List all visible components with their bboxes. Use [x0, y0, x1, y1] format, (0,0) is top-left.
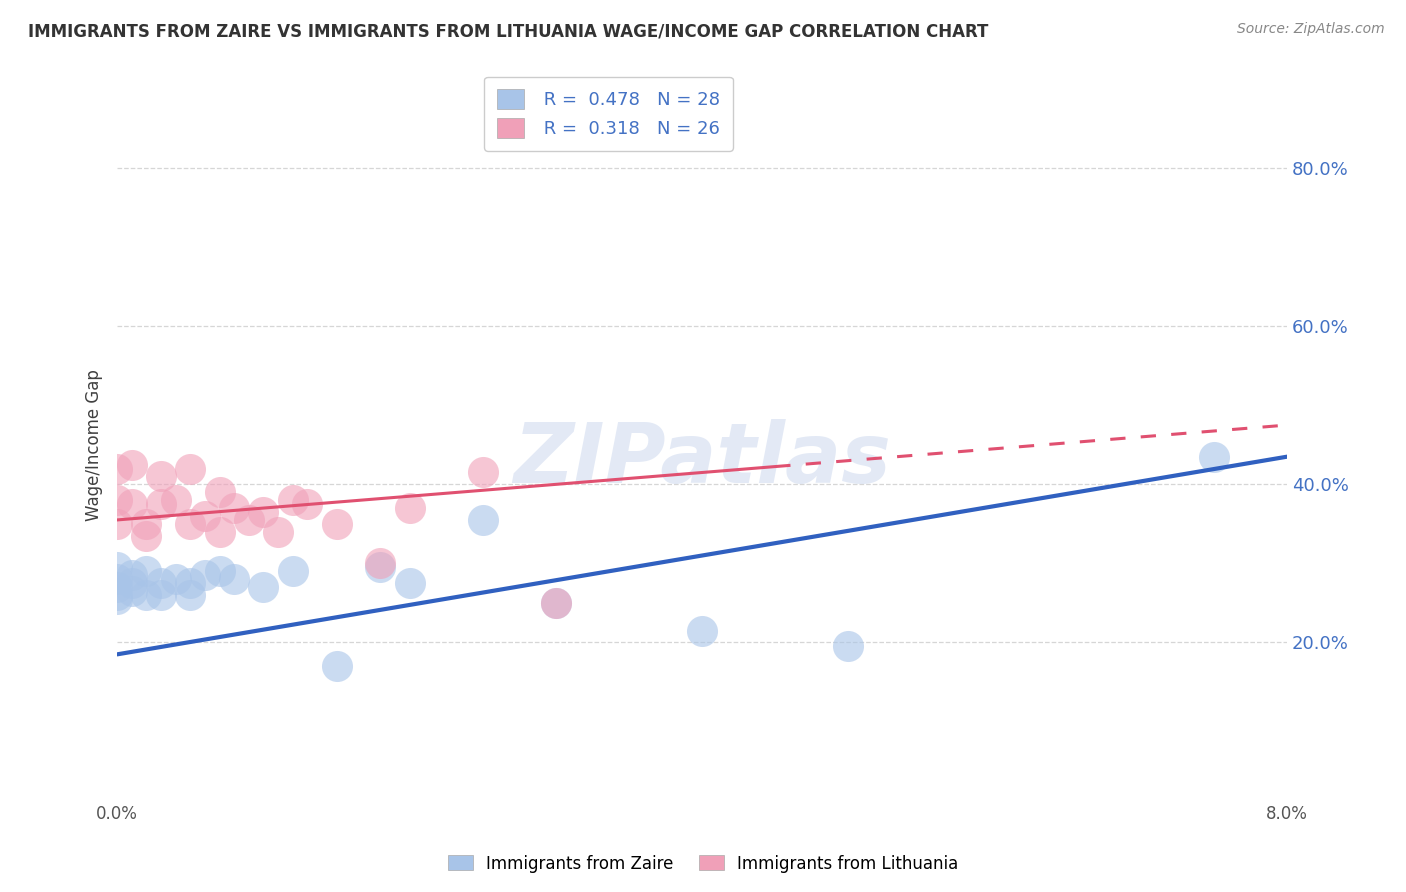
- Point: [121, 576, 143, 591]
- Point: [224, 501, 246, 516]
- Point: [1202, 450, 1225, 464]
- Point: [121, 497, 143, 511]
- Point: [105, 560, 128, 574]
- Point: [150, 588, 173, 602]
- Point: [150, 469, 173, 483]
- Point: [105, 572, 128, 586]
- Point: [252, 505, 274, 519]
- Point: [165, 572, 187, 586]
- Point: [471, 513, 494, 527]
- Point: [238, 513, 260, 527]
- Point: [837, 640, 859, 654]
- Point: [208, 564, 231, 578]
- Point: [325, 659, 347, 673]
- Point: [398, 501, 420, 516]
- Point: [165, 493, 187, 508]
- Point: [150, 576, 173, 591]
- Point: [325, 516, 347, 531]
- Point: [105, 461, 128, 475]
- Point: [690, 624, 713, 638]
- Point: [208, 524, 231, 539]
- Point: [105, 588, 128, 602]
- Point: [105, 493, 128, 508]
- Point: [471, 466, 494, 480]
- Point: [208, 485, 231, 500]
- Legend:  R =  0.478   N = 28,  R =  0.318   N = 26: R = 0.478 N = 28, R = 0.318 N = 26: [484, 77, 733, 151]
- Point: [135, 564, 157, 578]
- Point: [224, 572, 246, 586]
- Point: [281, 564, 304, 578]
- Point: [105, 592, 128, 607]
- Point: [121, 568, 143, 582]
- Text: IMMIGRANTS FROM ZAIRE VS IMMIGRANTS FROM LITHUANIA WAGE/INCOME GAP CORRELATION C: IMMIGRANTS FROM ZAIRE VS IMMIGRANTS FROM…: [28, 22, 988, 40]
- Point: [105, 580, 128, 594]
- Point: [370, 557, 392, 571]
- Point: [121, 584, 143, 599]
- Point: [105, 516, 128, 531]
- Text: Source: ZipAtlas.com: Source: ZipAtlas.com: [1237, 22, 1385, 37]
- Point: [194, 508, 217, 523]
- Point: [370, 560, 392, 574]
- Point: [267, 524, 290, 539]
- Point: [297, 497, 319, 511]
- Legend: Immigrants from Zaire, Immigrants from Lithuania: Immigrants from Zaire, Immigrants from L…: [441, 848, 965, 880]
- Point: [179, 461, 201, 475]
- Point: [544, 596, 567, 610]
- Point: [281, 493, 304, 508]
- Point: [544, 596, 567, 610]
- Point: [150, 497, 173, 511]
- Point: [179, 516, 201, 531]
- Point: [135, 529, 157, 543]
- Text: ZIPatlas: ZIPatlas: [513, 418, 891, 500]
- Point: [179, 576, 201, 591]
- Point: [135, 588, 157, 602]
- Point: [135, 516, 157, 531]
- Point: [398, 576, 420, 591]
- Y-axis label: Wage/Income Gap: Wage/Income Gap: [86, 369, 103, 521]
- Point: [179, 588, 201, 602]
- Point: [121, 458, 143, 472]
- Point: [252, 580, 274, 594]
- Point: [194, 568, 217, 582]
